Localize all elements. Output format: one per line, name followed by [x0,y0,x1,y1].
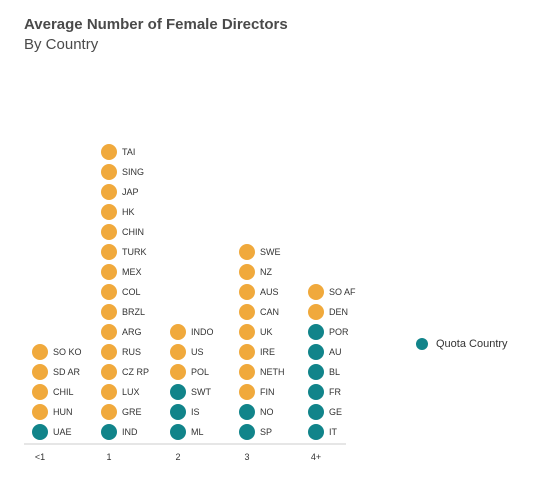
country-label: LUX [122,387,140,397]
country-dot [308,404,324,420]
country-dot [101,364,117,380]
country-label: AUS [260,287,279,297]
country-label: UK [260,327,273,337]
country-dot [32,404,48,420]
country-label: US [191,347,204,357]
country-dot [239,404,255,420]
country-label: INDO [191,327,214,337]
country-dot [32,344,48,360]
country-label: RUS [122,347,141,357]
country-dot [308,384,324,400]
country-label: IRE [260,347,275,357]
country-dot [239,344,255,360]
country-dot [101,284,117,300]
chart-subtitle: By Country [24,36,99,53]
country-label: IS [191,407,200,417]
country-dot [101,404,117,420]
country-dot [239,284,255,300]
country-label: HK [122,207,135,217]
country-dot [170,364,186,380]
country-dot [170,384,186,400]
country-label: SP [260,427,272,437]
country-dot [239,304,255,320]
country-dot [170,344,186,360]
country-label: GRE [122,407,142,417]
country-label: TAI [122,147,135,157]
country-label: MEX [122,267,142,277]
country-dot [308,304,324,320]
country-dot [308,364,324,380]
x-tick-label: 2 [175,452,180,462]
country-dot [101,224,117,240]
country-label: IT [329,427,338,437]
country-label: BRZL [122,307,145,317]
country-dot [239,364,255,380]
country-label: CAN [260,307,279,317]
country-label: TURK [122,247,147,257]
country-label: NZ [260,267,272,277]
country-dot [101,324,117,340]
country-label: SING [122,167,144,177]
country-dot [239,424,255,440]
x-tick-label: 3 [244,452,249,462]
country-label: SO KO [53,347,82,357]
country-label: GE [329,407,342,417]
country-dot [239,244,255,260]
country-dot [101,204,117,220]
legend: Quota Country [416,338,508,350]
country-label: ML [191,427,204,437]
country-dot [239,264,255,280]
country-label: SO AF [329,287,356,297]
country-dot [32,384,48,400]
country-label: DEN [329,307,348,317]
country-label: UAE [53,427,72,437]
country-dot [101,344,117,360]
legend-quota-marker [416,338,428,350]
country-dot [101,304,117,320]
country-label: CHIN [122,227,144,237]
country-label: FR [329,387,341,397]
country-dot [308,424,324,440]
country-label: CHIL [53,387,74,397]
x-tick-label: <1 [35,452,45,462]
chart-title: Average Number of Female Directors [24,16,288,33]
country-label: SWE [260,247,281,257]
country-label: NO [260,407,274,417]
country-dot [101,424,117,440]
country-label: COL [122,287,141,297]
country-dot [308,324,324,340]
country-label: FIN [260,387,275,397]
country-label: NETH [260,367,285,377]
country-dot [308,284,324,300]
country-label: SD AR [53,367,81,377]
country-dot [101,164,117,180]
country-dot [170,404,186,420]
country-dot [32,424,48,440]
country-label: JAP [122,187,139,197]
x-tick-label: 4+ [311,452,321,462]
country-label: POR [329,327,349,337]
country-label: IND [122,427,138,437]
country-dot [170,424,186,440]
country-dot [101,264,117,280]
legend-quota-label: Quota Country [436,338,508,350]
country-dot [170,324,186,340]
country-label: BL [329,367,340,377]
country-label: AU [329,347,342,357]
country-label: ARG [122,327,142,337]
country-dot [101,384,117,400]
country-dot [308,344,324,360]
country-dot [101,184,117,200]
country-label: HUN [53,407,73,417]
x-tick-label: 1 [106,452,111,462]
country-label: POL [191,367,209,377]
country-label: SWT [191,387,211,397]
country-dot [32,364,48,380]
country-dot [239,384,255,400]
country-label: CZ RP [122,367,149,377]
country-dot [101,244,117,260]
country-dot [239,324,255,340]
country-dot [101,144,117,160]
